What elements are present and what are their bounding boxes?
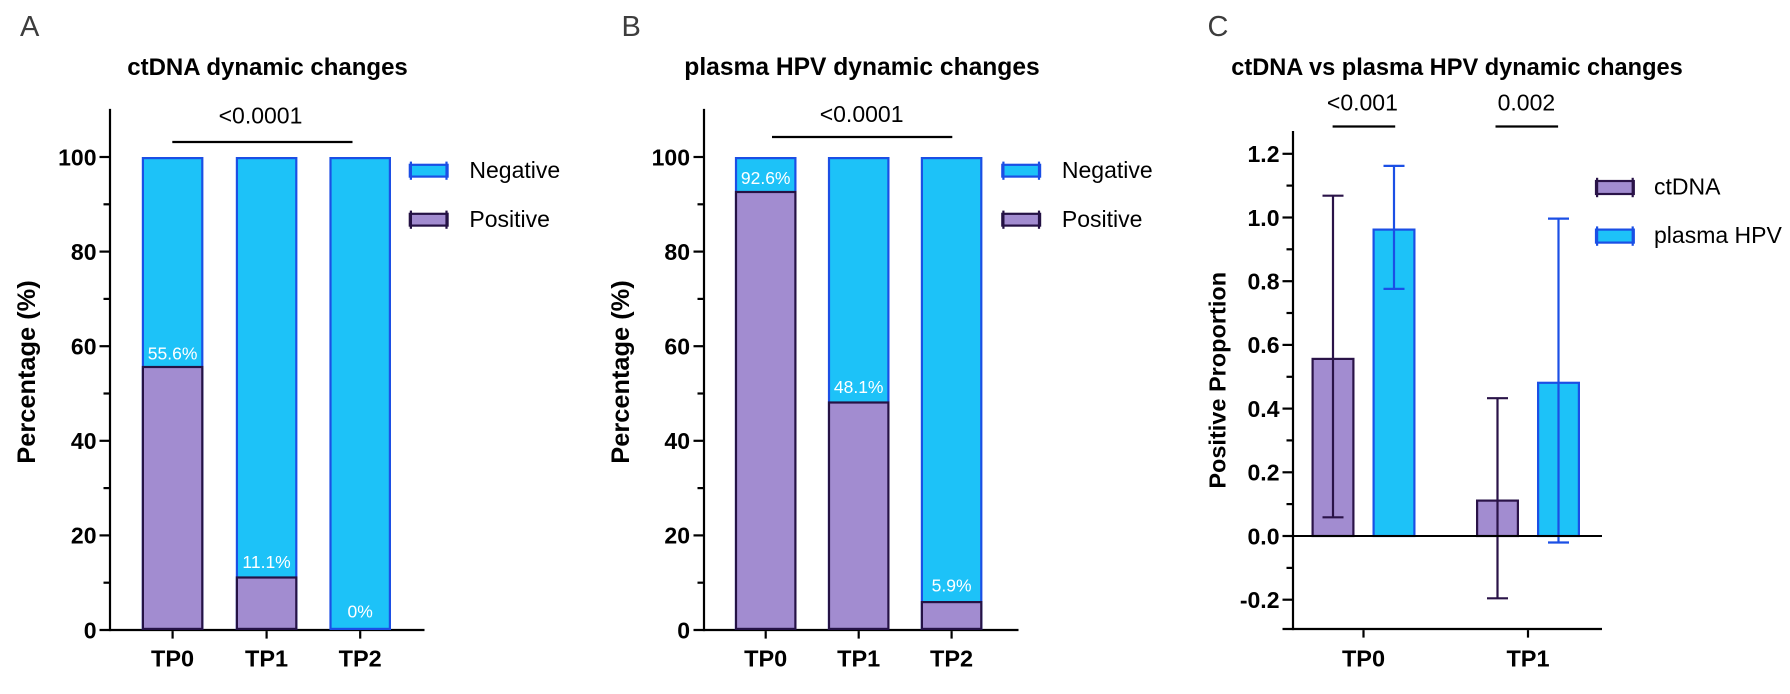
svg-text:TP0: TP0 bbox=[1342, 646, 1385, 672]
svg-text:80: 80 bbox=[664, 239, 690, 265]
svg-text:Positive: Positive bbox=[1062, 206, 1143, 232]
svg-text:Percentage (%): Percentage (%) bbox=[607, 280, 635, 463]
svg-text:Negative: Negative bbox=[469, 157, 560, 183]
svg-text:Percentage (%): Percentage (%) bbox=[13, 280, 41, 463]
svg-text:TP1: TP1 bbox=[1506, 646, 1549, 672]
svg-text:100: 100 bbox=[58, 144, 96, 170]
svg-text:TP2: TP2 bbox=[339, 646, 382, 672]
svg-text:TP0: TP0 bbox=[744, 646, 787, 672]
svg-text:20: 20 bbox=[71, 523, 97, 549]
svg-text:<0.0001: <0.0001 bbox=[820, 101, 904, 127]
svg-text:0%: 0% bbox=[348, 602, 373, 622]
svg-text:ctDNA dynamic changes: ctDNA dynamic changes bbox=[127, 54, 408, 81]
svg-text:0.002: 0.002 bbox=[1498, 90, 1556, 116]
svg-text:ctDNA vs plasma HPV dynamic ch: ctDNA vs plasma HPV dynamic changes bbox=[1231, 55, 1683, 81]
svg-text:92.6%: 92.6% bbox=[741, 168, 791, 188]
svg-text:1.2: 1.2 bbox=[1248, 141, 1280, 167]
svg-text:TP1: TP1 bbox=[837, 646, 880, 672]
svg-text:40: 40 bbox=[71, 428, 97, 454]
svg-text:0.6: 0.6 bbox=[1248, 332, 1280, 358]
svg-text:Negative: Negative bbox=[1062, 157, 1153, 183]
svg-text:100: 100 bbox=[652, 144, 690, 170]
svg-text:0.2: 0.2 bbox=[1248, 460, 1280, 486]
svg-text:TP1: TP1 bbox=[245, 646, 288, 672]
svg-text:0: 0 bbox=[677, 617, 690, 643]
svg-text:11.1%: 11.1% bbox=[242, 552, 290, 572]
svg-text:0.8: 0.8 bbox=[1248, 269, 1280, 295]
svg-text:<0.001: <0.001 bbox=[1327, 90, 1398, 116]
svg-text:40: 40 bbox=[664, 428, 690, 454]
svg-text:plasma HPV dynamic changes: plasma HPV dynamic changes bbox=[684, 54, 1039, 81]
svg-text:plasma HPV: plasma HPV bbox=[1654, 222, 1782, 248]
svg-text:0.4: 0.4 bbox=[1248, 396, 1280, 422]
svg-text:80: 80 bbox=[71, 239, 97, 265]
svg-text:0.0: 0.0 bbox=[1248, 523, 1280, 549]
svg-text:20: 20 bbox=[664, 523, 690, 549]
svg-text:TP0: TP0 bbox=[151, 646, 194, 672]
svg-text:48.1%: 48.1% bbox=[834, 377, 884, 397]
svg-text:Positive: Positive bbox=[469, 206, 550, 232]
svg-text:A: A bbox=[20, 11, 40, 43]
svg-text:B: B bbox=[622, 11, 641, 43]
svg-text:C: C bbox=[1208, 11, 1229, 43]
svg-text:Positive Proportion: Positive Proportion bbox=[1205, 272, 1231, 489]
svg-text:60: 60 bbox=[71, 334, 97, 360]
svg-text:ctDNA: ctDNA bbox=[1654, 174, 1721, 200]
svg-text:<0.0001: <0.0001 bbox=[219, 103, 303, 129]
svg-text:TP2: TP2 bbox=[930, 646, 973, 672]
svg-text:60: 60 bbox=[664, 334, 690, 360]
svg-text:5.9%: 5.9% bbox=[932, 576, 972, 596]
svg-text:-0.2: -0.2 bbox=[1240, 587, 1280, 613]
svg-text:1.0: 1.0 bbox=[1248, 205, 1280, 231]
svg-text:55.6%: 55.6% bbox=[148, 343, 198, 363]
svg-text:0: 0 bbox=[84, 617, 97, 643]
